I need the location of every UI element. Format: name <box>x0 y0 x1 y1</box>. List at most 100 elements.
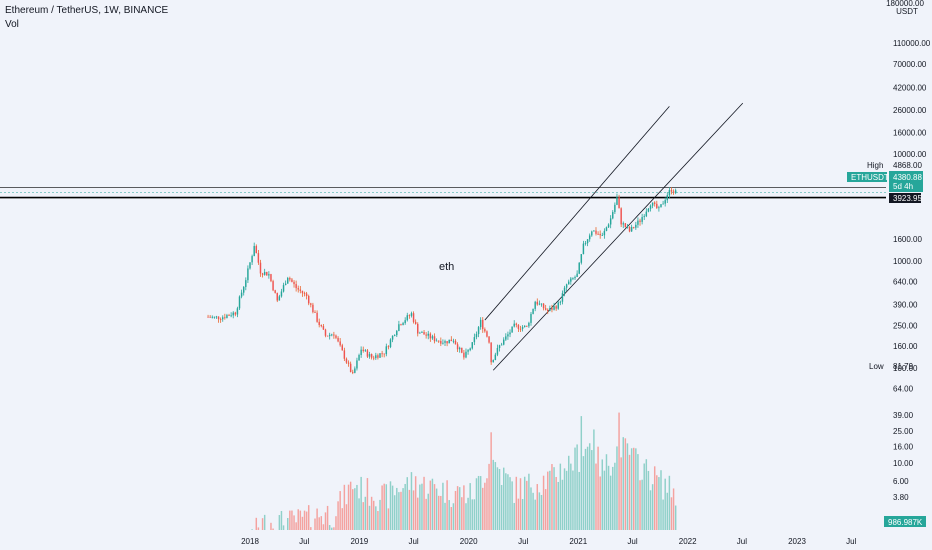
candle-body <box>368 354 371 357</box>
candle-body <box>605 227 608 231</box>
level-price-value: 3923.95 <box>893 194 922 203</box>
candle-body <box>561 293 564 302</box>
candle-body <box>360 349 362 355</box>
candle-body <box>295 284 297 289</box>
candle-body <box>284 283 287 286</box>
volume-bar <box>289 510 291 530</box>
volume-bar <box>549 470 551 530</box>
volume-bar <box>370 496 373 530</box>
candle-body <box>387 346 390 348</box>
volume-bar <box>461 497 463 530</box>
candle-body <box>255 246 258 254</box>
volume-bar <box>674 505 677 530</box>
candle-body <box>490 342 492 363</box>
countdown-value: 5d 4h <box>893 182 913 191</box>
candle-body <box>563 287 566 294</box>
volume-bar <box>431 478 434 530</box>
price-axis-label: 42000.00 <box>893 84 927 93</box>
volume-bar <box>509 477 511 530</box>
candle-body <box>565 284 568 288</box>
candle-body <box>551 308 553 310</box>
volume-bar <box>628 454 631 530</box>
candle-body <box>251 256 253 263</box>
candle-body <box>274 290 276 293</box>
volume-bar <box>293 515 295 530</box>
candle-body <box>343 350 346 359</box>
drawings <box>0 102 886 371</box>
candle-body <box>278 296 281 301</box>
candle-body <box>580 254 583 263</box>
price-axis-label: 100.00 <box>893 364 918 373</box>
candle-body <box>310 303 312 305</box>
candle-body <box>544 308 547 310</box>
candle-body <box>381 353 383 355</box>
candle-body <box>289 278 291 280</box>
candle-body <box>396 330 398 336</box>
candle-body <box>574 276 576 279</box>
candle-body <box>542 303 545 309</box>
candle-body <box>408 315 411 317</box>
candle-body <box>318 321 320 326</box>
candle-body <box>473 337 476 343</box>
volume-bar <box>637 454 639 530</box>
volume-bar <box>263 514 266 530</box>
candle-body <box>444 341 446 343</box>
candle-body <box>379 353 381 358</box>
candle-body <box>400 324 402 326</box>
candle-body <box>209 316 211 318</box>
candle-body <box>257 253 260 263</box>
chart-symbol-title: Ethereum / TetherUS, 1W, BINANCE <box>5 5 169 16</box>
candle-body <box>452 340 455 342</box>
candle-body <box>362 349 364 351</box>
volume-bar <box>475 478 478 530</box>
price-axis-label: 70000.00 <box>893 60 927 69</box>
volume-bar <box>368 505 371 530</box>
candle-body <box>570 278 572 282</box>
candle-body <box>593 230 595 232</box>
volume-bar <box>530 487 532 530</box>
candle-body <box>540 303 543 305</box>
volume-bar <box>337 501 339 530</box>
candle-body <box>492 359 494 363</box>
candle-body <box>263 271 266 275</box>
volume-bar <box>505 473 507 530</box>
candle-body <box>404 320 406 324</box>
volume-bar <box>626 443 629 530</box>
volume-bar <box>412 490 415 530</box>
candle-body <box>647 208 650 212</box>
time-axis-label: 2023 <box>788 537 806 546</box>
axis-top-value: 180000.00 <box>886 0 924 8</box>
candle-body <box>586 239 589 244</box>
candle-body <box>517 324 520 329</box>
volume-bar <box>538 492 541 530</box>
candle-body <box>431 336 434 339</box>
volume-bar <box>352 489 354 530</box>
candle-body <box>435 340 438 342</box>
volume-bar <box>473 499 476 530</box>
volume-bar <box>456 486 459 530</box>
volume-bar <box>567 455 570 530</box>
volume-bar <box>595 463 597 530</box>
volume-bar <box>603 470 606 530</box>
volume-bar <box>448 500 450 530</box>
volume-bar <box>670 497 673 530</box>
volume-bar <box>492 459 494 530</box>
volume-bar <box>616 446 618 530</box>
volume-bar <box>255 517 258 530</box>
candle-body <box>419 332 421 334</box>
candle-body <box>345 358 348 363</box>
candle-body <box>238 296 241 309</box>
volume-bar <box>310 527 312 530</box>
time-axis: 2018 Jul 2019 Jul 2020 Jul 2021 Jul 2022 Jul 2023 J… <box>241 537 856 546</box>
volume-bar <box>450 507 453 530</box>
candle-body <box>213 316 216 318</box>
volume-bar <box>572 470 574 530</box>
candle-body <box>305 293 308 297</box>
price-axis-label: 110000.00 <box>893 39 931 48</box>
time-axis-label: Jul <box>518 537 528 546</box>
candle-body <box>268 274 270 276</box>
candle-body <box>366 350 369 357</box>
volume-bar <box>643 463 645 530</box>
candle-body <box>358 354 360 361</box>
